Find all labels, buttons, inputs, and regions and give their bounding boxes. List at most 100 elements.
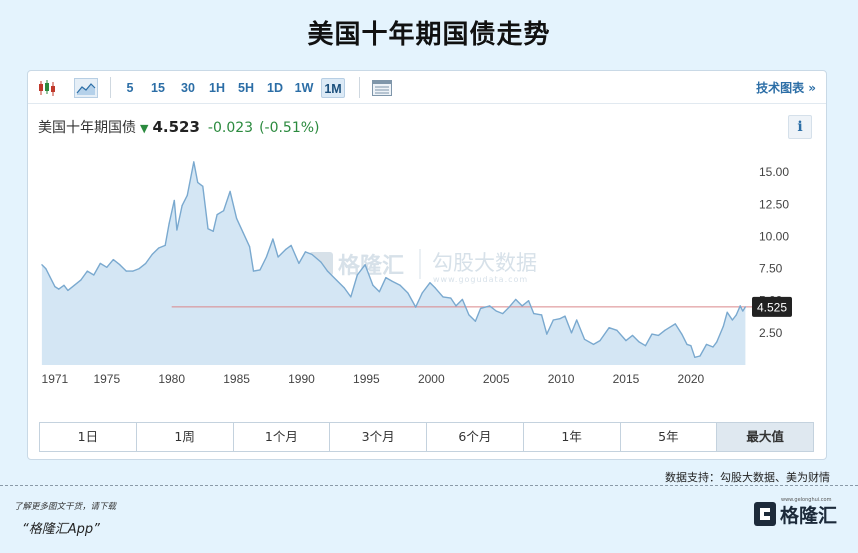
data-point [63,284,65,286]
data-point [616,329,618,331]
data-point [570,332,573,334]
range-selector: 1日 1周 1个月 3个月 6个月 1年 5年 最大值 [39,422,814,452]
promo-text: 了解更多图文干货，请下载 [14,502,117,512]
range-1-week[interactable]: 1周 [136,423,234,451]
data-point [168,222,170,225]
data-point [186,194,188,196]
data-point [608,327,610,329]
data-point [112,258,114,261]
x-tick-label: 2010 [548,372,575,386]
range-1-year[interactable]: 1年 [523,423,621,451]
period-15[interactable]: 15 [151,81,165,95]
period-1h[interactable]: 1H [209,81,225,95]
data-point [583,338,586,340]
watermark: 格隆汇 勾股大数据 www.gogudata.com [309,249,537,284]
data-point [277,256,279,258]
change-value: -0.023 [207,120,254,136]
period-1m[interactable]: 1M [321,78,345,98]
data-point [712,346,714,348]
range-3-months[interactable]: 3个月 [330,423,427,451]
range-1-month[interactable]: 1个月 [233,423,331,451]
data-point [67,289,69,292]
chart-panel: 5 15 30 1H 5H 1D 1W 1M 技术图表 » 美国十年期国债 ▼ 4.… [27,70,827,460]
data-point [290,244,292,247]
data-point [385,276,387,279]
data-point [450,297,452,299]
range-6-months[interactable]: 6个月 [427,423,524,451]
y-tick-label: 15.00 [759,165,789,179]
brand-url: www.gelonghui.com [781,497,832,503]
data-point [495,310,497,312]
data-point [686,343,688,346]
data-point [364,264,366,266]
data-point [455,305,457,307]
candlestick-icon[interactable] [36,78,58,98]
x-tick-label: 2000 [418,372,445,386]
data-point [502,312,504,315]
data-point [285,248,287,250]
data-point [242,231,244,234]
data-point [86,270,88,272]
data-point [625,339,627,342]
data-point [461,298,464,301]
data-point [326,270,329,272]
data-point [399,284,401,286]
data-point [546,333,548,335]
technical-chart-link[interactable]: 技术图表 » [756,81,816,95]
chart-toolbar: 5 15 30 1H 5H 1D 1W 1M 技术图表 » [28,71,826,104]
data-point [576,319,578,321]
data-point [515,298,517,301]
data-point [304,251,306,253]
data-point [391,280,393,283]
data-point [744,306,747,308]
data-point [599,339,601,342]
data-point [434,287,436,289]
period-5[interactable]: 5 [126,81,134,95]
data-source: 数据支持：勾股大数据、美为财情 [665,471,830,484]
data-point [49,275,51,277]
period-1w[interactable]: 1W [294,81,314,95]
data-point [229,190,231,193]
period-1d[interactable]: 1D [267,81,283,95]
x-tick-label: 2005 [483,372,510,386]
data-point [468,314,470,316]
area-chart-icon[interactable] [74,78,98,98]
data-point [132,270,134,272]
data-point [739,305,741,307]
range-5-years[interactable]: 5年 [620,423,718,451]
watermark-partner: 勾股大数据 [432,251,537,275]
data-point [298,262,300,265]
period-5h[interactable]: 5H [238,81,254,95]
data-point [58,288,60,290]
range-max[interactable]: 最大值 [717,423,813,451]
data-point [272,238,274,240]
data-point [592,343,595,346]
down-arrow-icon: ▼ [140,122,149,135]
page-title: 美国十年期国债走势 [307,20,551,50]
data-point [335,279,338,281]
data-point [480,307,482,310]
info-button[interactable]: i [788,115,812,139]
data-point [235,217,238,220]
data-point [158,247,160,249]
data-point [151,253,153,256]
data-point [106,266,108,268]
range-1-day[interactable]: 1日 [40,423,137,451]
series-area [41,161,746,365]
x-tick-label: 1975 [93,372,120,386]
data-point [421,292,423,294]
x-tick-label: 1980 [158,372,185,386]
data-point [631,334,634,337]
calendar-grid-icon[interactable] [371,78,393,98]
data-point [407,292,409,294]
change-percent: (-0.51%) [259,120,320,136]
data-point [533,312,535,315]
data-point [716,341,718,343]
data-point [429,282,431,284]
data-point [564,315,566,317]
data-point [350,296,352,298]
period-30[interactable]: 30 [181,81,195,95]
data-point [181,204,183,207]
data-point [99,262,101,265]
data-point [356,274,358,276]
